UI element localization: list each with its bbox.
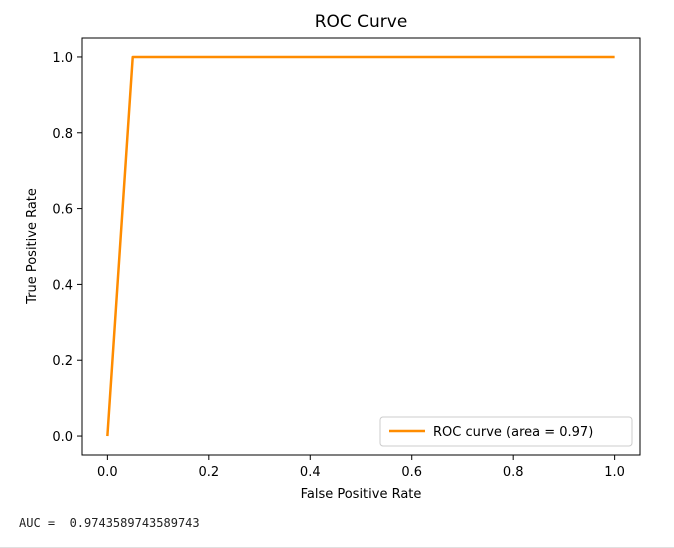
roc-chart: ROC Curve 0.0 0.2 0.4 0.6 0.8 1.0 0.00.20.40.… xyxy=(25,12,641,502)
x-tick-label: 0.0 xyxy=(97,465,118,480)
y-axis-label: True Positive Rate xyxy=(25,188,40,305)
y-tick-label: 0.4 xyxy=(52,278,73,293)
y-tick-label: 0.0 xyxy=(52,430,73,445)
x-tick-label: 1.0 xyxy=(604,465,625,480)
series-layer xyxy=(106,55,615,437)
y-tick-label: 0.8 xyxy=(52,127,73,142)
auc-output: AUC = 0.9743589743589743 xyxy=(19,516,200,530)
roc-curve-line xyxy=(106,55,615,437)
y-tick-label: 0.2 xyxy=(52,354,73,369)
x-tick-label: 0.2 xyxy=(198,465,219,480)
legend: ROC curve (area = 0.97) xyxy=(379,416,633,447)
plot-area xyxy=(81,37,641,456)
x-tick-label: 0.8 xyxy=(503,465,524,480)
y-axis-ticks: 0.0 0.2 0.4 0.6 0.8 1.0 xyxy=(52,51,82,445)
chart-title: ROC Curve xyxy=(315,12,408,32)
y-tick-label: 0.6 xyxy=(52,203,73,218)
legend-label: ROC curve (area = 0.97) xyxy=(433,425,593,440)
x-tick-label: 0.6 xyxy=(401,465,422,480)
x-axis-label: False Positive Rate xyxy=(301,487,422,502)
y-tick-label: 1.0 xyxy=(52,51,73,66)
x-axis-ticks: 0.0 0.2 0.4 0.6 0.8 1.0 xyxy=(97,455,625,480)
x-tick-label: 0.4 xyxy=(300,465,321,480)
legend-box xyxy=(379,416,633,447)
